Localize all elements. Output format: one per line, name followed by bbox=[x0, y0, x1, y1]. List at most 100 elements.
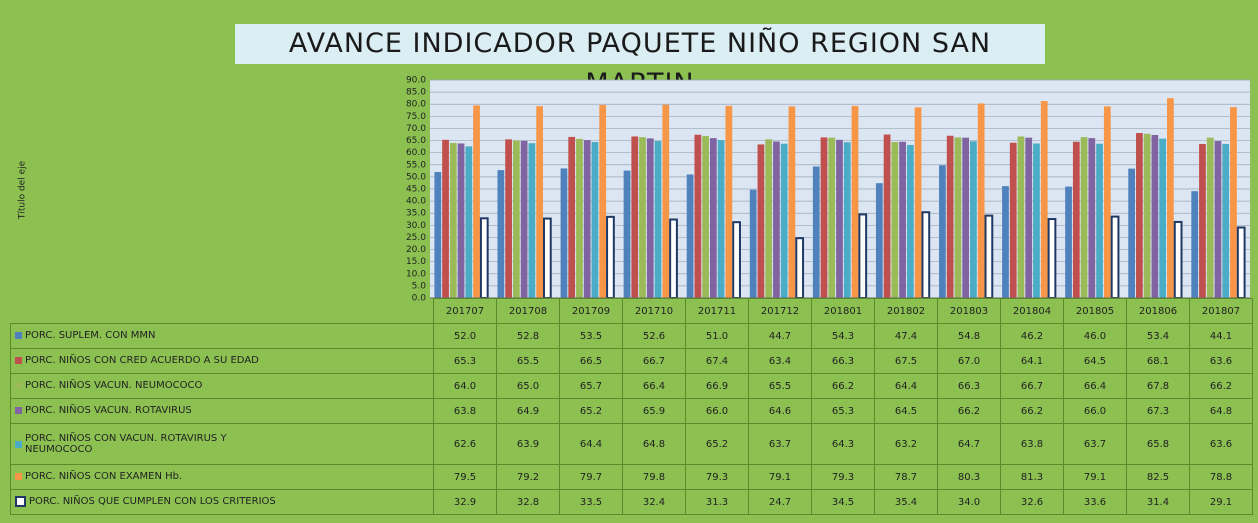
bar bbox=[1080, 137, 1088, 298]
data-label: 53.4 bbox=[1126, 323, 1190, 349]
data-label: 66.2 bbox=[1189, 373, 1253, 399]
data-label: 64.5 bbox=[1063, 348, 1127, 374]
data-label: 64.8 bbox=[1189, 398, 1253, 424]
data-label: 32.4 bbox=[622, 489, 686, 515]
bar bbox=[1214, 141, 1222, 298]
bar bbox=[1025, 137, 1033, 298]
data-label: 64.0 bbox=[433, 373, 497, 399]
bar bbox=[765, 139, 773, 298]
bar bbox=[709, 138, 717, 298]
data-label: 66.9 bbox=[685, 373, 749, 399]
data-label: 79.8 bbox=[622, 464, 686, 490]
data-label: 65.2 bbox=[559, 398, 623, 424]
bar bbox=[851, 105, 859, 298]
legend-label: PORC. NIÑOS CON CRED ACUERDO A SU EDAD bbox=[25, 355, 259, 367]
bar bbox=[646, 138, 654, 298]
data-label: 52.6 bbox=[622, 323, 686, 349]
bar bbox=[899, 141, 906, 298]
legend-swatch bbox=[15, 473, 22, 481]
data-label: 65.3 bbox=[433, 348, 497, 374]
y-tick-label: 20.0 bbox=[406, 245, 426, 255]
y-tick-label: 5.0 bbox=[412, 281, 427, 291]
bar bbox=[1143, 133, 1151, 298]
data-label: 82.5 bbox=[1126, 464, 1190, 490]
data-label: 79.3 bbox=[811, 464, 875, 490]
data-label: 63.6 bbox=[1189, 423, 1253, 465]
bar bbox=[1167, 98, 1174, 299]
legend-cell: PORC. NIÑOS CON CRED ACUERDO A SU EDAD bbox=[10, 348, 434, 374]
data-label: 33.6 bbox=[1063, 489, 1127, 515]
data-label: 51.0 bbox=[685, 323, 749, 349]
data-label: 66.3 bbox=[811, 348, 875, 374]
bar bbox=[479, 217, 489, 299]
bar bbox=[583, 140, 591, 298]
bar bbox=[606, 215, 615, 300]
data-label: 53.5 bbox=[559, 323, 623, 349]
bar bbox=[686, 174, 694, 298]
data-label: 63.6 bbox=[1189, 348, 1253, 374]
legend-label: PORC. NIÑOS CON EXAMEN Hb. bbox=[25, 471, 183, 483]
data-label: 66.4 bbox=[1063, 373, 1127, 399]
data-label: 44.1 bbox=[1189, 323, 1253, 349]
bar bbox=[1072, 141, 1080, 298]
data-label: 24.7 bbox=[748, 489, 812, 515]
legend-swatch bbox=[15, 440, 22, 448]
y-tick-label: 50.0 bbox=[406, 172, 426, 182]
bar bbox=[654, 141, 662, 298]
bar bbox=[780, 143, 788, 298]
legend-cell: PORC. NIÑOS CON VACUN. ROTAVIRUS Y NEUMO… bbox=[10, 423, 434, 465]
data-label: 44.7 bbox=[748, 323, 812, 349]
data-label: 32.9 bbox=[433, 489, 497, 515]
bar bbox=[820, 137, 828, 298]
bar bbox=[725, 105, 733, 298]
bar bbox=[669, 218, 678, 300]
bar bbox=[457, 143, 465, 298]
bar bbox=[662, 104, 670, 298]
bar bbox=[970, 141, 977, 298]
data-label: 64.6 bbox=[748, 398, 812, 424]
y-tick-label: 80.0 bbox=[406, 100, 426, 110]
data-label: 35.4 bbox=[874, 489, 938, 515]
bar bbox=[977, 103, 985, 299]
data-label: 63.8 bbox=[433, 398, 497, 424]
data-label: 80.3 bbox=[937, 464, 1001, 490]
data-label: 46.0 bbox=[1063, 323, 1127, 349]
data-label: 65.2 bbox=[685, 423, 749, 465]
bar bbox=[536, 106, 543, 298]
legend-cell: PORC. NIÑOS CON EXAMEN Hb. bbox=[10, 464, 434, 490]
bar bbox=[497, 170, 505, 298]
data-label: 78.7 bbox=[874, 464, 938, 490]
data-label: 54.3 bbox=[811, 323, 875, 349]
x-tick-label: 201709 bbox=[559, 298, 623, 324]
y-tick-label: 60.0 bbox=[406, 148, 426, 158]
x-tick-label: 201806 bbox=[1126, 298, 1190, 324]
y-tick-label: 25.0 bbox=[406, 233, 426, 243]
legend-label: PORC. NIÑOS CON VACUN. ROTAVIRUS Y NEUMO… bbox=[25, 433, 227, 455]
table-corner bbox=[11, 299, 434, 324]
bar bbox=[702, 135, 709, 298]
bar bbox=[1236, 226, 1246, 299]
data-label: 67.3 bbox=[1126, 398, 1190, 424]
data-label: 66.4 bbox=[622, 373, 686, 399]
y-tick-label: 40.0 bbox=[406, 197, 426, 207]
bar bbox=[1173, 220, 1183, 299]
bar bbox=[560, 168, 568, 298]
bar bbox=[599, 104, 607, 299]
y-tick-label: 90.0 bbox=[406, 76, 426, 86]
y-tick-label: 85.0 bbox=[406, 88, 426, 98]
data-label: 32.6 bbox=[1000, 489, 1064, 515]
y-tick-label: 70.0 bbox=[406, 124, 426, 134]
bar bbox=[1065, 186, 1072, 298]
x-tick-label: 201707 bbox=[433, 298, 497, 324]
data-label: 78.8 bbox=[1189, 464, 1253, 490]
bar bbox=[812, 166, 820, 298]
y-tick-label: 30.0 bbox=[406, 221, 426, 231]
data-label: 63.7 bbox=[748, 423, 812, 465]
table-header-row: 201707 201708 201709 201710 201711 201712 2018… bbox=[11, 298, 1253, 324]
x-tick-label: 201807 bbox=[1189, 298, 1253, 324]
legend-label: PORC. NIÑOS QUE CUMPLEN CON LOS CRITERIO… bbox=[29, 496, 276, 508]
bar bbox=[1033, 143, 1040, 298]
bar bbox=[858, 213, 868, 299]
bar bbox=[591, 142, 599, 298]
chart-title: AVANCE INDICADOR PAQUETE NIÑO REGION SAN… bbox=[235, 24, 1045, 99]
